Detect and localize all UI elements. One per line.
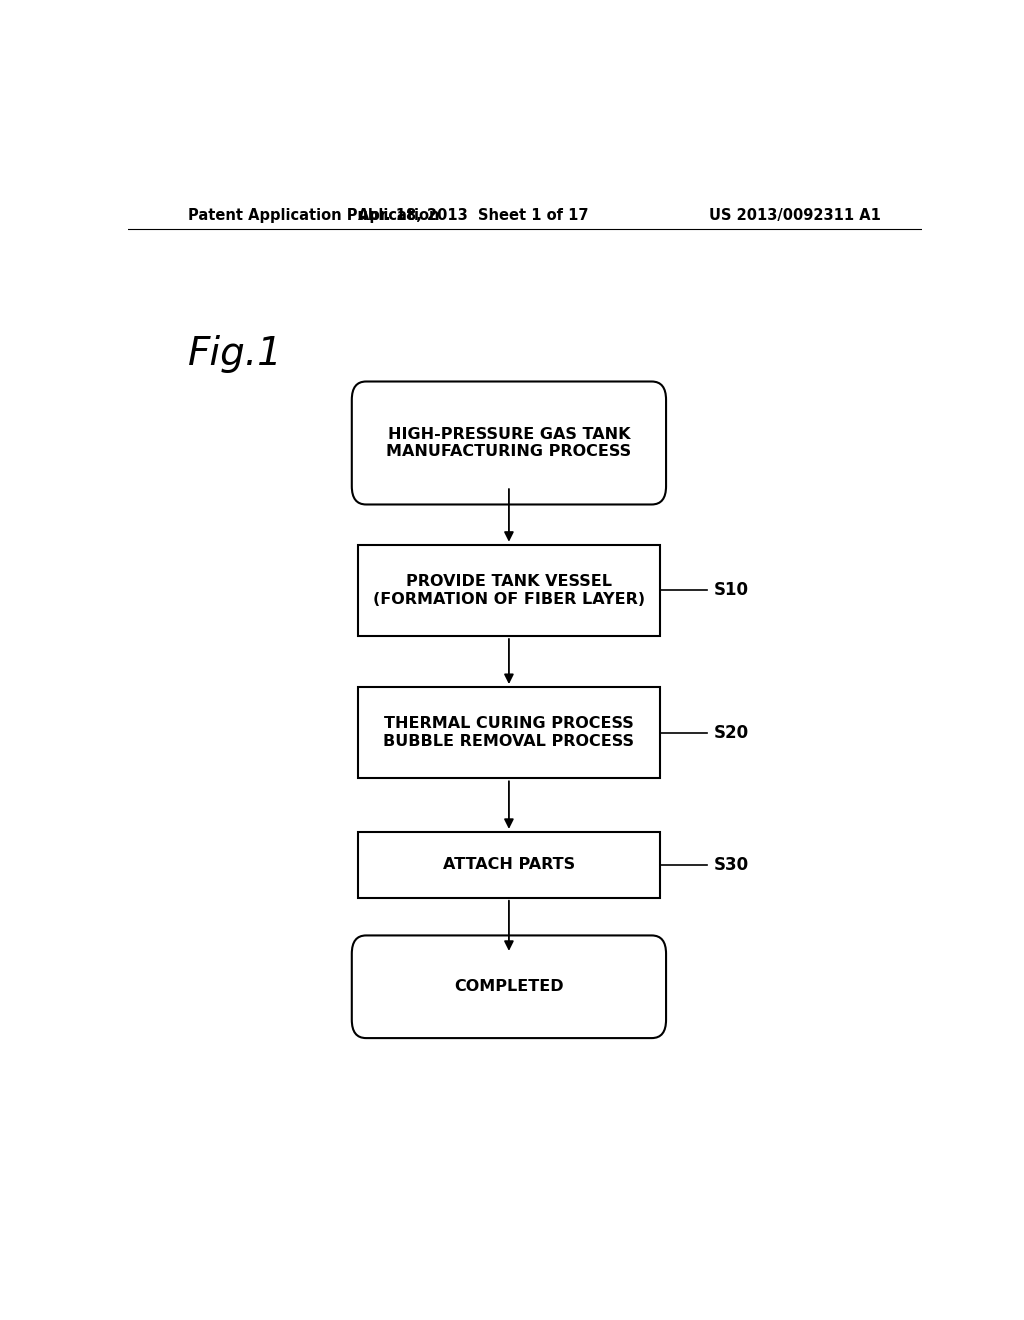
Bar — [358, 686, 659, 779]
Text: S20: S20 — [714, 723, 749, 742]
Text: Patent Application Publication: Patent Application Publication — [187, 207, 439, 223]
Text: ATTACH PARTS: ATTACH PARTS — [442, 857, 575, 873]
Text: S10: S10 — [714, 581, 749, 599]
Text: PROVIDE TANK VESSEL
(FORMATION OF FIBER LAYER): PROVIDE TANK VESSEL (FORMATION OF FIBER … — [373, 574, 645, 607]
Text: THERMAL CURING PROCESS
BUBBLE REMOVAL PROCESS: THERMAL CURING PROCESS BUBBLE REMOVAL PR… — [383, 717, 635, 748]
Text: S30: S30 — [714, 855, 749, 874]
Text: Apr. 18, 2013  Sheet 1 of 17: Apr. 18, 2013 Sheet 1 of 17 — [358, 207, 589, 223]
Text: Fig.1: Fig.1 — [187, 334, 283, 372]
FancyBboxPatch shape — [352, 936, 666, 1038]
Bar — [358, 545, 659, 636]
Text: US 2013/0092311 A1: US 2013/0092311 A1 — [709, 207, 881, 223]
Text: COMPLETED: COMPLETED — [454, 979, 564, 994]
FancyBboxPatch shape — [352, 381, 666, 504]
Text: HIGH-PRESSURE GAS TANK
MANUFACTURING PROCESS: HIGH-PRESSURE GAS TANK MANUFACTURING PRO… — [386, 426, 632, 459]
Bar — [358, 832, 659, 898]
